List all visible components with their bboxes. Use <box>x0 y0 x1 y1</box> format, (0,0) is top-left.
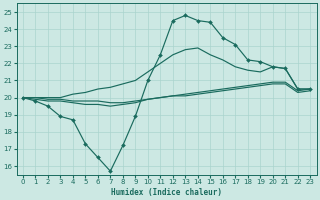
X-axis label: Humidex (Indice chaleur): Humidex (Indice chaleur) <box>111 188 222 197</box>
